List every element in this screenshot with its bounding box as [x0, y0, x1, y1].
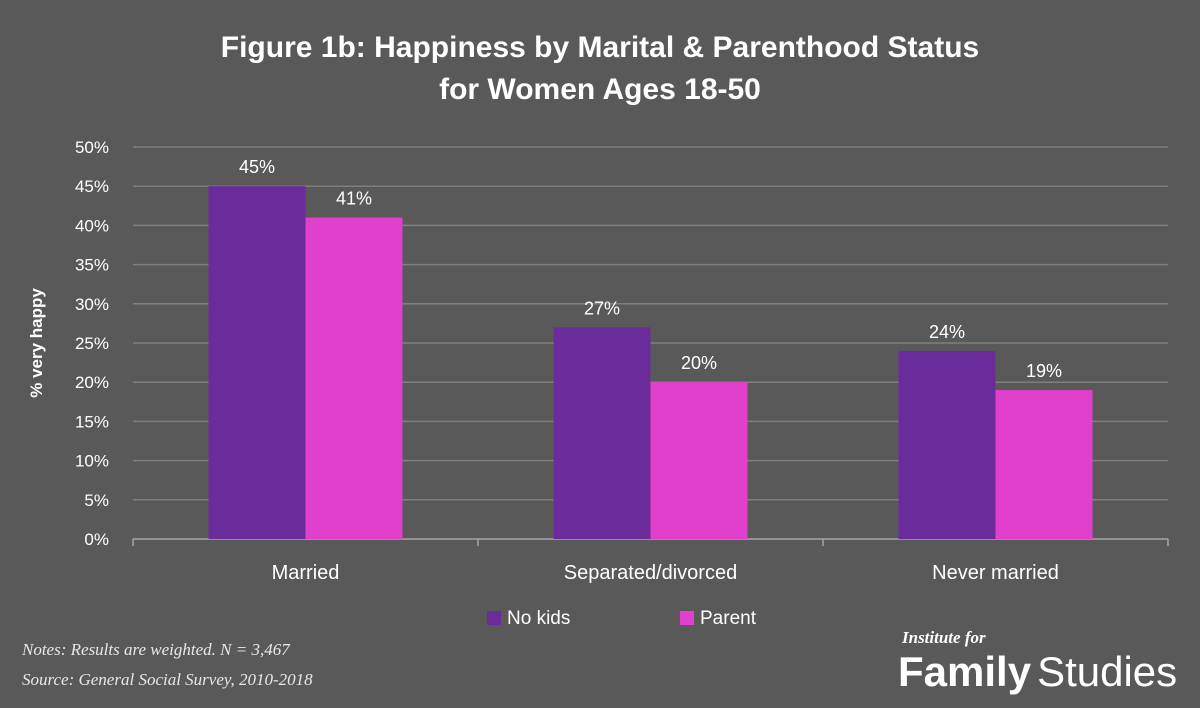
y-tick-label: 10%	[75, 452, 109, 471]
logo-studies: Studies	[1037, 648, 1178, 695]
bar-no-kids-married	[208, 186, 306, 539]
chart-title-line-1: Figure 1b: Happiness by Marital & Parent…	[220, 31, 980, 64]
logo-family-studies: Family Studies	[898, 646, 1177, 698]
legend-swatch	[487, 611, 501, 625]
y-tick-label: 25%	[75, 334, 109, 353]
y-tick-label: 45%	[75, 177, 109, 196]
bar-no-kids-separated-divorced	[553, 327, 651, 539]
y-tick-label: 40%	[75, 216, 109, 235]
legend-label: Parent	[700, 608, 757, 629]
source-text: Source: General Social Survey, 2010-2018	[22, 670, 313, 689]
x-category-label: Separated/divorced	[564, 562, 737, 584]
bar-parent-separated-divorced	[650, 382, 748, 539]
y-tick-label: 30%	[75, 295, 109, 314]
y-tick-label: 15%	[75, 412, 109, 431]
y-tick-label: 35%	[75, 256, 109, 275]
data-label: 19%	[1026, 361, 1062, 381]
logo-family: Family	[898, 648, 1032, 695]
y-tick-label: 20%	[75, 373, 109, 392]
bar-no-kids-never-married	[898, 350, 996, 539]
data-label: 24%	[929, 322, 965, 342]
bar-parent-married	[305, 217, 403, 539]
logo-institute-for: Institute for	[902, 628, 986, 647]
bar-parent-never-married	[995, 390, 1093, 539]
x-category-label: Never married	[932, 562, 1059, 584]
data-label: 45%	[239, 157, 275, 177]
data-label: 41%	[336, 189, 372, 209]
y-tick-label: 5%	[84, 491, 109, 510]
y-tick-label: 0%	[84, 530, 109, 549]
legend-label: No kids	[507, 608, 570, 629]
y-tick-label: 50%	[75, 138, 109, 157]
data-label: 20%	[681, 353, 717, 373]
legend-swatch	[680, 611, 694, 625]
data-label: 27%	[584, 298, 620, 318]
x-category-label: Married	[272, 562, 340, 584]
y-axis-label: % very happy	[27, 288, 46, 398]
notes-text: Notes: Results are weighted. N = 3,467	[22, 640, 290, 659]
chart-title-line-2: for Women Ages 18-50	[439, 73, 761, 106]
